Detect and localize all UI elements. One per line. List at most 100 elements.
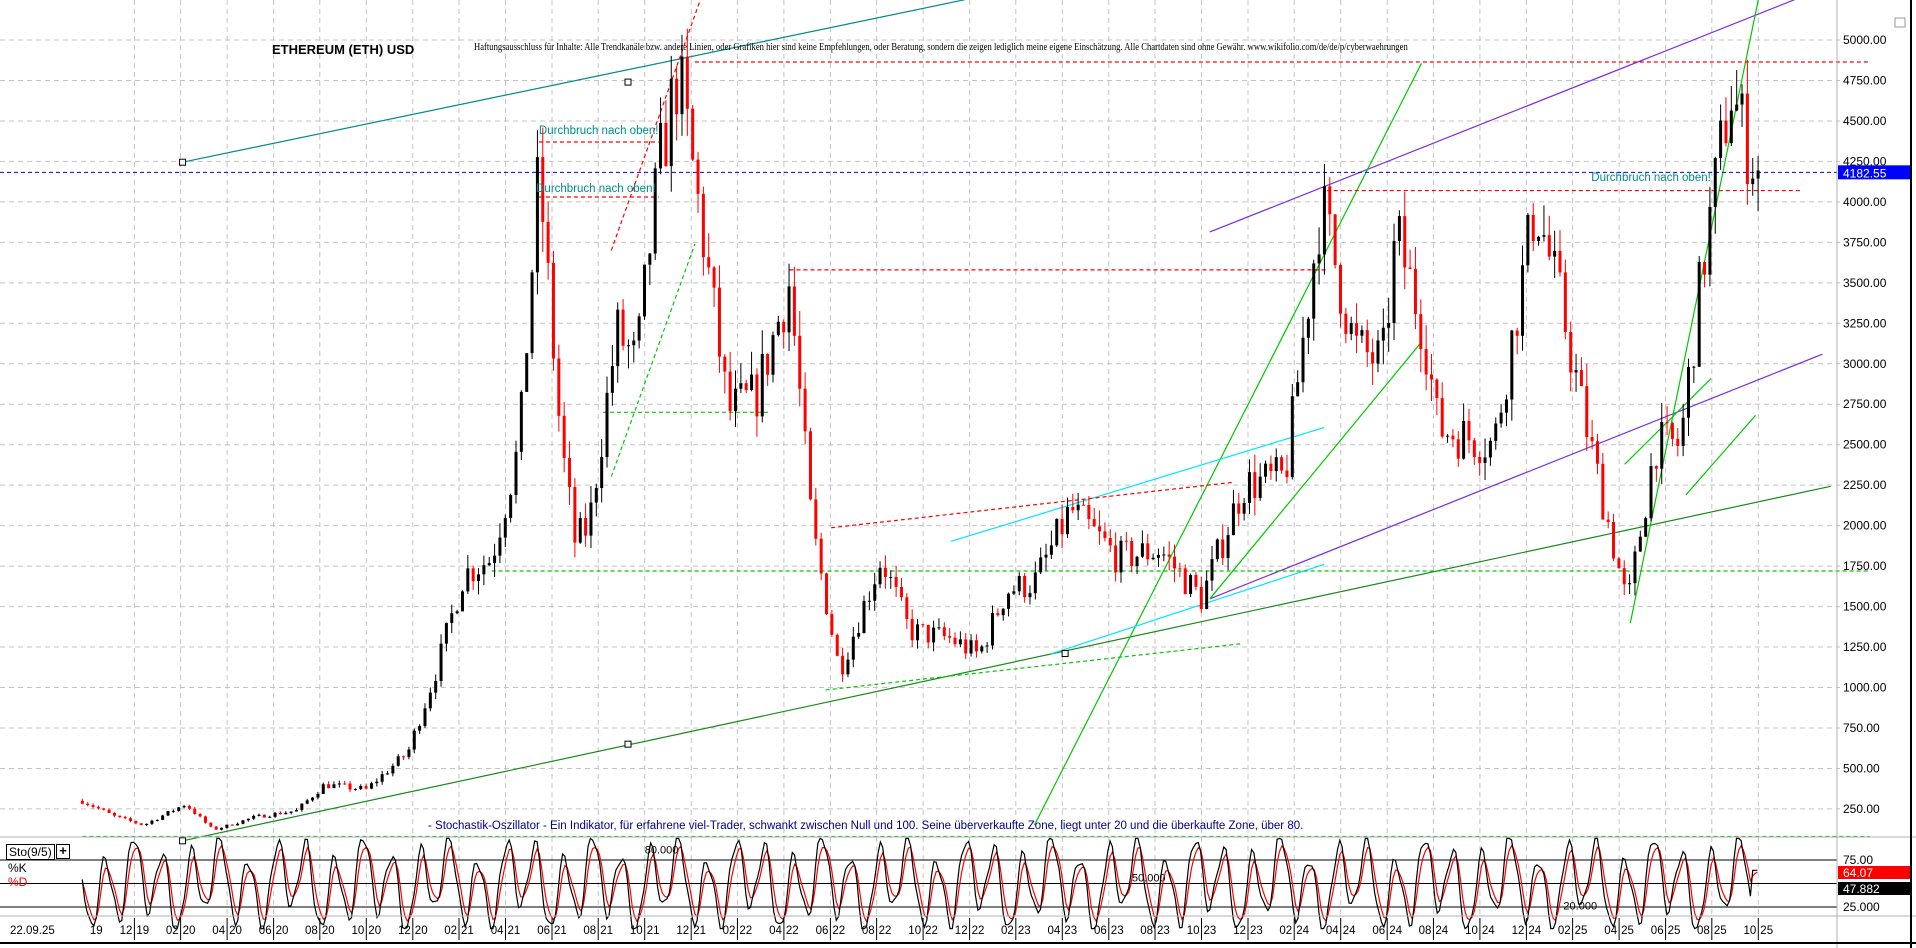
cyan-lower-line (1050, 563, 1325, 655)
date-label-month: 04 (769, 925, 782, 937)
candle-body (1264, 463, 1268, 477)
candle-body (578, 517, 582, 543)
candle-body (1247, 472, 1251, 504)
date-label-year: 25 (1575, 925, 1588, 937)
candle-body (948, 636, 952, 638)
candle-body (1686, 366, 1690, 418)
indicator-name-box[interactable]: Sto(9/5) (6, 844, 55, 860)
candle-body (584, 517, 588, 536)
date-label-month: 10 (1187, 925, 1200, 937)
candle-body (386, 773, 390, 775)
candle-body (471, 568, 475, 582)
candle-body (1740, 93, 1744, 105)
date-label-year: 24 (1296, 925, 1309, 937)
candle-body (648, 253, 652, 265)
candle-body (230, 824, 234, 826)
date-label-year: 20 (183, 925, 196, 937)
candle-body (525, 353, 529, 392)
candle-body (369, 783, 373, 789)
candle-body (1082, 504, 1086, 506)
stochastic-tick-label: 75.00 (1843, 853, 1873, 867)
candle-body (1510, 330, 1514, 400)
date-label-month: 08 (1697, 925, 1710, 937)
candle-body (1023, 575, 1027, 598)
date-label-year: 21 (508, 925, 521, 937)
candle-body (1456, 439, 1460, 459)
date-label-month: 12 (398, 925, 411, 937)
line-handle (624, 740, 632, 748)
candle-body (80, 800, 84, 804)
candle-body (1306, 318, 1310, 338)
candle-body (1638, 536, 1642, 552)
price-tick-label: 3250.00 (1843, 316, 1887, 330)
indicator-expand-button[interactable]: + (56, 844, 70, 859)
candle-body (1039, 557, 1043, 573)
candle-body (187, 805, 191, 809)
candle-body (551, 262, 555, 359)
date-label-year: 24 (1528, 925, 1541, 937)
date-label-month: 08 (305, 925, 318, 937)
candle-body (782, 321, 786, 333)
candle-body (123, 817, 127, 819)
candle-body (514, 451, 518, 496)
candle-body (1397, 216, 1401, 241)
candle-body (1333, 214, 1337, 265)
candle-body (1413, 269, 1417, 315)
candle-body (1526, 214, 1530, 266)
candle-body (1296, 382, 1300, 397)
candle-body (1735, 104, 1739, 111)
date-label-month: 10 (1744, 925, 1757, 937)
candle-body (557, 358, 561, 416)
candle-body (1194, 575, 1198, 587)
candle-body (1430, 374, 1434, 380)
candle-body (1205, 580, 1209, 610)
candle-body (155, 819, 159, 821)
price-tick-label: 4250.00 (1843, 154, 1887, 168)
date-label-month: 12 (1512, 925, 1525, 937)
candle-body (685, 56, 689, 109)
candle-body (1681, 417, 1685, 446)
candle-body (214, 826, 218, 830)
candle-body (1446, 435, 1450, 437)
candle-body (1692, 366, 1696, 368)
candle-body (1697, 262, 1701, 367)
gridlines (0, 0, 1840, 915)
date-label-month: 10 (352, 925, 365, 937)
candle-body (1606, 519, 1610, 522)
date-label-month: 10 (630, 925, 643, 937)
line-handle (1061, 650, 1069, 658)
candle-body (1585, 386, 1589, 438)
candle-body (594, 488, 598, 503)
candle-body (1381, 327, 1385, 341)
candle-body (899, 586, 903, 598)
candle-body (353, 788, 357, 790)
candle-body (1108, 538, 1112, 546)
date-label-month: 08 (1419, 925, 1432, 937)
candle-body (1478, 456, 1482, 463)
candle-body (1403, 216, 1407, 268)
candle-body (359, 786, 363, 789)
collapse-panel-icon[interactable] (1894, 17, 1906, 28)
long-support-trendline (182, 485, 1831, 842)
candle-body (1156, 554, 1160, 558)
candle-body (589, 502, 593, 536)
candle-body (1098, 526, 1102, 532)
candle-body (1312, 263, 1316, 319)
candle-body (1253, 472, 1257, 499)
candle-body (1269, 463, 1273, 472)
candle-body (1215, 539, 1219, 560)
candle-body (771, 335, 775, 375)
candle-body (916, 624, 920, 641)
candle-body (198, 814, 202, 817)
candle-body (1290, 396, 1294, 478)
candle-body (675, 78, 679, 115)
candle-body (1322, 186, 1326, 255)
candle-body (969, 640, 973, 654)
candle-body (209, 822, 213, 827)
candle-body (107, 809, 111, 813)
k-legend: %K (8, 861, 27, 875)
candle-body (1017, 575, 1021, 592)
candle-body (439, 643, 443, 681)
candle-body (894, 576, 898, 587)
candle-body (225, 824, 229, 828)
